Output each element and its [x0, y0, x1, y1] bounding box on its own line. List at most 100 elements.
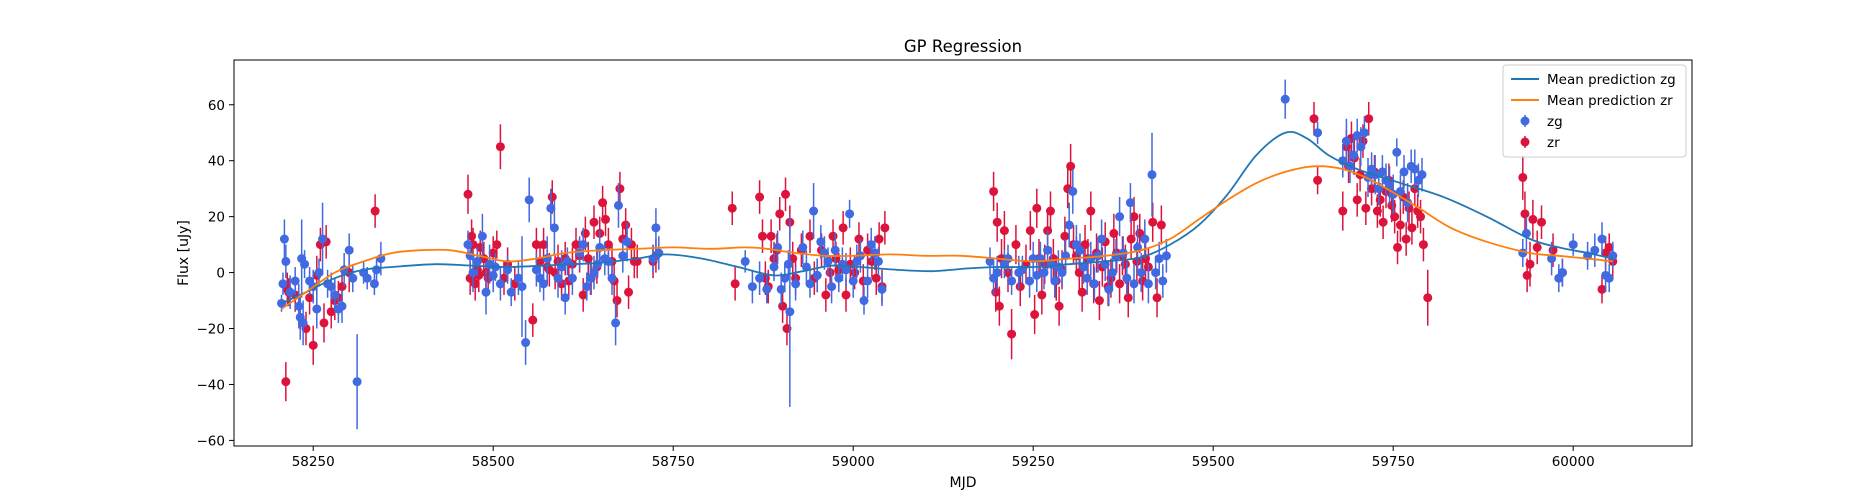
zr-marker	[495, 142, 505, 152]
zg-point	[823, 247, 833, 276]
zr-marker	[871, 273, 881, 283]
zg-point	[1395, 174, 1405, 209]
zr-marker	[1037, 290, 1047, 300]
zr-point	[281, 362, 291, 402]
zr-marker	[281, 377, 291, 387]
zg-point	[312, 289, 322, 329]
zg-point	[369, 272, 379, 295]
zg-marker	[816, 237, 826, 247]
zg-marker	[845, 209, 855, 219]
zr-marker	[1537, 217, 1547, 227]
y-tick-label: −40	[197, 377, 226, 393]
zg-marker	[1140, 234, 1150, 244]
zg-point	[1583, 241, 1593, 270]
zr-marker	[850, 268, 860, 278]
zr-marker	[1393, 242, 1403, 252]
zg-marker	[1399, 167, 1409, 177]
zg-marker	[326, 282, 336, 292]
zg-marker	[549, 223, 559, 233]
zr-point	[583, 241, 593, 276]
y-axis-label: Flux [uJy]	[176, 220, 192, 286]
zr-point	[1313, 166, 1323, 195]
zg-point	[1417, 157, 1427, 192]
zr-point	[1364, 101, 1374, 136]
zg-point	[618, 239, 628, 273]
zr-point	[1378, 205, 1388, 240]
zr-marker	[571, 240, 581, 250]
zg-marker	[294, 301, 304, 311]
zr-point	[612, 283, 622, 318]
zg-point	[468, 253, 478, 293]
zg-marker	[1597, 234, 1607, 244]
zg-marker	[1097, 234, 1107, 244]
zr-marker	[1129, 212, 1139, 222]
mean-prediction-zg-line	[281, 130, 1613, 305]
zg-marker	[468, 268, 478, 278]
zg-point	[859, 286, 869, 315]
zg-marker	[1107, 268, 1117, 278]
zg-marker	[1125, 198, 1135, 208]
zr-point	[775, 197, 785, 231]
zr-point	[1309, 101, 1319, 136]
zr-point	[370, 194, 380, 228]
zg-point	[755, 261, 765, 295]
zg-point	[1032, 258, 1042, 293]
zg-point	[279, 219, 289, 259]
zg-marker	[651, 223, 661, 233]
zg-marker	[841, 265, 851, 275]
zg-marker	[1075, 245, 1085, 255]
zr-point	[1032, 188, 1042, 228]
zg-point	[651, 208, 661, 248]
zg-point	[1392, 138, 1402, 167]
zr-marker	[766, 231, 776, 241]
zg-marker	[1032, 270, 1042, 280]
zr-point	[1518, 155, 1528, 200]
zr-marker	[1066, 161, 1076, 171]
zr-point	[1054, 286, 1064, 326]
zg-point	[1341, 118, 1351, 164]
zg-marker	[1158, 276, 1168, 286]
zg-marker	[1377, 167, 1387, 177]
zg-marker	[1417, 170, 1427, 180]
zr-point	[730, 266, 740, 301]
zr-marker	[1525, 259, 1535, 269]
zg-marker	[618, 251, 628, 261]
zr-marker	[1338, 206, 1348, 216]
zr-point	[1393, 230, 1403, 265]
zr-point	[1401, 222, 1411, 256]
zg-marker	[622, 237, 632, 247]
zr-marker	[1548, 245, 1558, 255]
zr-marker	[775, 209, 785, 219]
zg-marker	[318, 234, 328, 244]
zg-marker	[1025, 276, 1035, 286]
y-tick-label: −20	[197, 322, 226, 338]
zr-point	[1418, 227, 1428, 262]
zg-marker	[755, 273, 765, 283]
zr-point	[1597, 275, 1607, 304]
zr-marker	[615, 184, 625, 194]
zg-marker	[362, 273, 372, 283]
zr-marker	[1123, 293, 1133, 303]
zg-marker	[877, 284, 887, 294]
zg-marker	[348, 273, 358, 283]
zr-point	[880, 211, 890, 245]
zr-point	[621, 208, 631, 242]
zg-marker	[1064, 220, 1074, 230]
zg-marker	[798, 242, 808, 252]
zr-point	[1407, 211, 1417, 245]
zg-marker	[613, 200, 623, 210]
x-tick-label: 59250	[1012, 454, 1055, 470]
zr-marker	[992, 217, 1002, 227]
zr-marker	[1407, 223, 1417, 233]
x-tick-label: 58750	[652, 454, 695, 470]
zg-point	[1604, 264, 1614, 293]
zg-marker	[866, 240, 876, 250]
zg-point	[798, 230, 808, 265]
zr-marker	[1423, 293, 1433, 303]
zg-marker	[481, 287, 491, 297]
zg-marker	[560, 293, 570, 303]
zr-marker	[492, 240, 502, 250]
zg-marker	[1341, 136, 1351, 146]
zg-marker	[1280, 94, 1290, 104]
